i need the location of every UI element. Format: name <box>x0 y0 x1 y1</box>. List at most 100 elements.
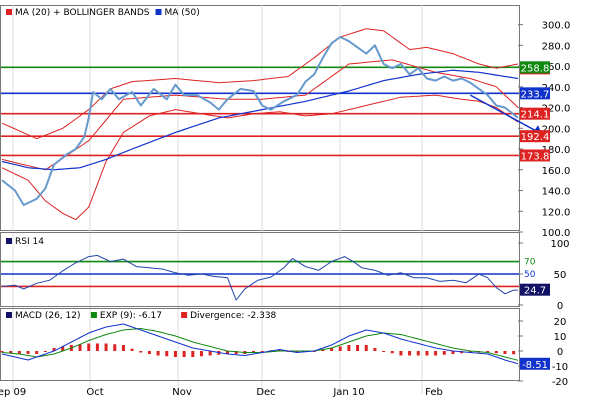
macd-legend-label-1: EXP (9): -6.17 <box>100 311 162 321</box>
rsi-y-tick-label-1: 50 <box>554 270 567 281</box>
divergence-bar-112 <box>486 351 490 353</box>
macd-legend-swatch-1 <box>90 312 97 318</box>
divergence-bar-30 <box>130 348 134 351</box>
rsi-current-tag: 24.7 <box>524 286 546 297</box>
macd-legend-swatch-0 <box>6 312 12 318</box>
divergence-bar-84 <box>364 345 368 351</box>
price-tag-bg-0 <box>520 61 550 74</box>
price-y-tick-label-9: 120.0 <box>542 207 571 218</box>
price-tag-bg-1 <box>520 87 550 100</box>
rsi-legend-label: RSI 14 <box>15 237 44 247</box>
macd-panel <box>0 308 520 381</box>
price-tag-0: 258.8 <box>521 63 550 74</box>
divergence-bar-34 <box>147 351 151 354</box>
divergence-bar-10 <box>43 351 47 352</box>
x-tick-label-2: Nov <box>172 387 192 398</box>
divergence-bar-48 <box>208 351 212 356</box>
macd-y-tick-label-2: 0 <box>557 347 563 358</box>
macd-y-tick-label-0: 20 <box>554 317 567 328</box>
rsi-panel <box>0 232 520 307</box>
divergence-bar-52 <box>225 351 229 354</box>
rsi-y-tick-label-0: 100 <box>550 239 569 250</box>
divergence-bar-28 <box>121 345 125 351</box>
divergence-bar-44 <box>191 351 195 357</box>
divergence-bar-58 <box>251 351 255 353</box>
divergence-bar-98 <box>425 351 429 356</box>
price-line <box>1 36 519 206</box>
upper-bollinger-band <box>1 28 519 140</box>
price-legend-swatch-1 <box>155 9 162 15</box>
rsi-current-tag-bg <box>520 283 550 296</box>
divergence-bar-24 <box>104 343 108 351</box>
price-y-tick-label-6: 180.0 <box>542 145 571 156</box>
divergence-bar-88 <box>382 351 386 352</box>
lower-bollinger-band <box>1 94 519 221</box>
price-y-tick-label-4: 220.0 <box>542 104 571 115</box>
macd-legend-label-0: MACD (26, 12) <box>15 311 81 321</box>
divergence-bar-82 <box>356 345 360 351</box>
macd-current-tag: -8.51 <box>522 360 548 371</box>
x-tick-label-3: Dec <box>256 387 275 398</box>
divergence-bar-104 <box>451 351 455 354</box>
price-panel <box>0 5 520 231</box>
divergence-bar-80 <box>347 345 351 351</box>
divergence-bar-18 <box>78 344 82 351</box>
price-y-tick-label-8: 140.0 <box>542 187 571 198</box>
divergence-bar-116 <box>503 351 507 354</box>
price-tag-bg-4 <box>520 149 550 162</box>
divergence-bar-114 <box>494 351 498 354</box>
rsi-y-tick-label-2: 0 <box>557 301 563 312</box>
macd-y-tick-label-1: 10 <box>554 332 567 343</box>
macd-line <box>1 323 519 365</box>
divergence-bar-92 <box>399 351 403 356</box>
price-legend-label-0: MA (20) + BOLLINGER BANDS <box>15 8 150 18</box>
divergence-bar-74 <box>321 349 325 351</box>
forecast-arrow-shaft <box>469 94 543 135</box>
divergence-bar-6 <box>26 351 30 354</box>
divergence-bar-64 <box>278 349 282 351</box>
divergence-bar-14 <box>61 346 65 351</box>
divergence-bar-4 <box>17 351 21 354</box>
divergence-bar-22 <box>95 343 99 351</box>
divergence-bar-68 <box>295 351 299 353</box>
divergence-bar-42 <box>182 351 186 357</box>
divergence-bar-26 <box>113 344 117 351</box>
divergence-bar-60 <box>260 351 264 352</box>
price-y-tick-label-10: 100.0 <box>542 228 571 239</box>
divergence-bar-118 <box>512 351 516 355</box>
price-tag-4: 173.8 <box>521 151 550 162</box>
price-tag-2: 214.1 <box>521 110 550 121</box>
price-tag-1: 233.7 <box>521 89 550 100</box>
ma50-line <box>1 69 519 171</box>
price-y-tick-label-3: 240.0 <box>542 83 571 94</box>
divergence-bar-90 <box>390 351 394 354</box>
price-y-tick-label-2: 260.0 <box>542 62 571 73</box>
price-y-tick-label-7: 160.0 <box>542 166 571 177</box>
divergence-bar-86 <box>373 348 377 351</box>
x-tick-label-4: Jan 10 <box>332 387 364 398</box>
price-y-tick-label-0: 300.0 <box>542 21 571 32</box>
divergence-bar-96 <box>416 351 420 356</box>
divergence-bar-20 <box>87 343 91 351</box>
divergence-bar-8 <box>35 351 39 354</box>
divergence-bar-2 <box>9 351 13 354</box>
rsi-level-label-1: 50 <box>524 270 536 280</box>
macd-legend-swatch-2 <box>181 312 188 318</box>
price-tag-bg-2 <box>520 107 550 120</box>
price-tag-bg-3 <box>520 130 550 143</box>
x-tick-label-5: Feb <box>425 387 443 398</box>
macd-y-tick-label-4: -20 <box>552 377 568 388</box>
divergence-bar-54 <box>234 351 238 354</box>
price-y-tick-label-5: 200.0 <box>542 124 571 135</box>
divergence-bar-108 <box>468 351 472 353</box>
macd-legend-label-2: Divergence: -2.338 <box>190 311 276 321</box>
divergence-bar-40 <box>173 351 177 357</box>
divergence-bar-12 <box>52 348 56 351</box>
divergence-bar-94 <box>408 351 412 356</box>
divergence-bar-36 <box>156 351 160 356</box>
rsi-level-label-0: 70 <box>524 258 536 268</box>
divergence-bar-0 <box>0 351 4 353</box>
divergence-bar-102 <box>442 351 446 355</box>
divergence-bar-46 <box>199 351 203 357</box>
